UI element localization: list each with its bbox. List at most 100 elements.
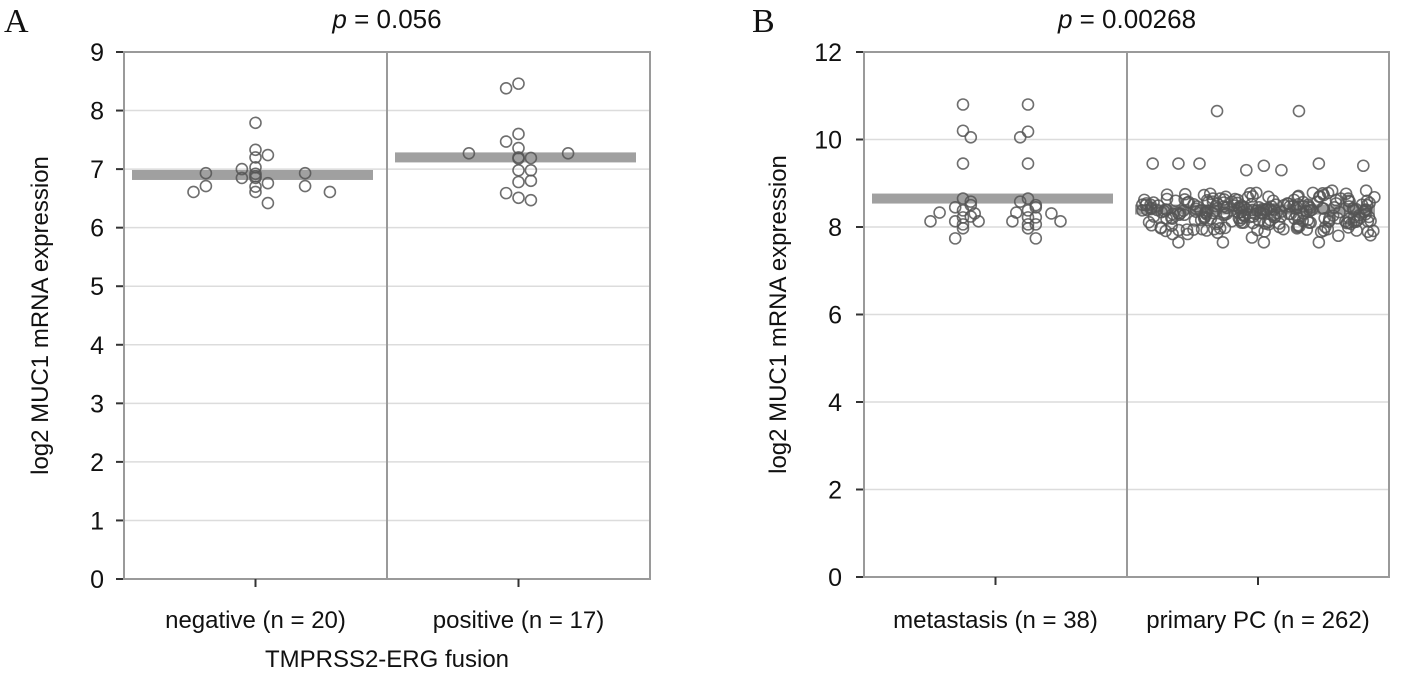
- data-point: [512, 175, 525, 189]
- data-point: [1172, 208, 1186, 222]
- data-point: [964, 195, 978, 208]
- data-point: [1178, 187, 1192, 201]
- y-tick-label: 7: [90, 156, 104, 184]
- x-category-label: primary PC (n = 262): [1146, 607, 1369, 634]
- data-point: [1210, 104, 1224, 118]
- data-point: [261, 148, 275, 162]
- data-point: [1246, 190, 1259, 203]
- data-point: [1045, 207, 1058, 220]
- data-point: [1190, 200, 1204, 213]
- data-point: [561, 147, 575, 160]
- data-point: [1021, 218, 1035, 231]
- data-point: [1021, 125, 1035, 138]
- y-tick-label: 5: [90, 273, 104, 301]
- data-point: [499, 135, 513, 148]
- panel-label-B: B: [752, 3, 775, 40]
- data-point: [1203, 187, 1217, 201]
- data-point: [1332, 229, 1345, 243]
- data-point: [1142, 215, 1156, 229]
- data-point: [1140, 203, 1154, 217]
- data-point: [1211, 226, 1224, 239]
- median-bar-metastasis: [872, 193, 1113, 204]
- data-point: [512, 127, 525, 141]
- y-tick-label: 9: [90, 39, 104, 67]
- data-point: [1361, 225, 1375, 239]
- data-point: [512, 77, 525, 90]
- data-point: [948, 201, 962, 214]
- data-point: [249, 185, 262, 199]
- panel-title-A: p = 0.056: [331, 4, 441, 34]
- data-point: [1136, 204, 1149, 217]
- data-point: [1199, 206, 1213, 220]
- data-point: [261, 196, 275, 210]
- data-point: [499, 186, 513, 200]
- x-category-label: metastasis (n = 38): [893, 607, 1098, 634]
- data-point: [1166, 227, 1179, 241]
- data-point: [1159, 224, 1173, 238]
- data-point: [1273, 220, 1286, 234]
- data-point: [1317, 188, 1331, 202]
- y-tick-label: 6: [90, 215, 104, 243]
- data-point: [1277, 198, 1291, 212]
- data-point: [249, 143, 262, 157]
- data-point: [524, 174, 538, 188]
- data-point: [199, 179, 213, 193]
- data-point: [948, 232, 962, 245]
- panel-title-B: p = 0.00268: [1057, 4, 1196, 34]
- data-point: [1240, 163, 1253, 177]
- data-point: [1160, 188, 1174, 201]
- data-point: [924, 215, 937, 228]
- data-point: [1029, 211, 1043, 224]
- data-point: [1029, 218, 1043, 231]
- data-point: [964, 198, 978, 212]
- data-point: [199, 166, 213, 180]
- data-point: [1321, 222, 1335, 236]
- data-point: [1160, 212, 1173, 225]
- data-point: [1339, 187, 1353, 201]
- data-point: [261, 176, 275, 190]
- data-point: [1331, 211, 1344, 225]
- data-point: [1250, 204, 1264, 217]
- data-point: [1172, 157, 1185, 170]
- data-point: [1317, 202, 1330, 215]
- data-point: [1343, 212, 1356, 225]
- data-point: [956, 218, 970, 231]
- data-point: [1359, 184, 1373, 197]
- data-point: [1216, 236, 1230, 249]
- data-point: [1013, 131, 1027, 144]
- data-point: [1193, 157, 1206, 170]
- y-tick-label: 0: [90, 566, 104, 594]
- data-point: [1172, 236, 1185, 249]
- data-point: [235, 171, 249, 185]
- data-point: [1029, 232, 1043, 245]
- data-point: [956, 98, 970, 111]
- data-point: [1180, 223, 1194, 236]
- y-tick-label: 3: [90, 390, 104, 418]
- y-tick-label: 6: [828, 302, 842, 330]
- data-point: [249, 169, 262, 183]
- data-point: [1169, 194, 1183, 208]
- panel-label-A: A: [4, 3, 29, 40]
- y-tick-label: 12: [814, 39, 842, 67]
- y-axis-title: log2 MUC1 mRNA expression: [27, 156, 54, 475]
- data-point: [1217, 193, 1231, 206]
- data-point: [1210, 197, 1224, 211]
- data-point: [1293, 220, 1306, 233]
- data-point: [1245, 231, 1259, 244]
- data-point: [1233, 201, 1246, 215]
- data-point: [1160, 203, 1174, 217]
- data-point: [1207, 222, 1221, 236]
- data-point: [1197, 188, 1211, 202]
- data-point: [1312, 236, 1326, 249]
- data-point: [298, 166, 312, 180]
- data-point: [1360, 198, 1374, 212]
- data-point: [933, 206, 946, 219]
- data-point: [1231, 193, 1244, 207]
- data-point: [1284, 207, 1298, 221]
- data-point: [1342, 200, 1356, 213]
- data-point: [1275, 205, 1288, 218]
- data-point: [187, 185, 200, 199]
- data-point: [1054, 215, 1067, 228]
- y-tick-label: 10: [814, 127, 842, 155]
